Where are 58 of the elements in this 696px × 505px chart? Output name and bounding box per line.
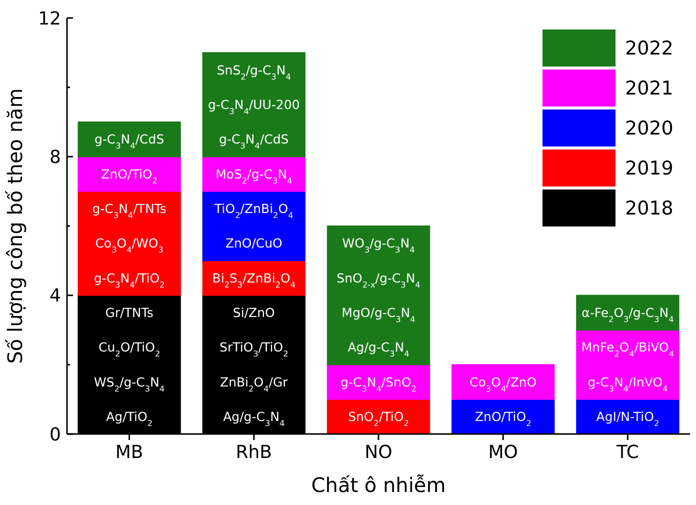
bar (326, 226, 430, 366)
bar (78, 156, 181, 192)
annotation: Bi$_{2}$S$_{3}$/ZnBi$_{2}$O$_{4}$ (212, 270, 296, 290)
annotation: AgI/N-TiO$_{2}$ (596, 409, 660, 428)
bar (326, 364, 430, 400)
annotation: g-C$_{3}$N$_{4}$/SnO$_{2}$ (340, 374, 416, 394)
x-tick-label: MB (115, 442, 144, 463)
annotation: SnO$_{2-x}$/g-C$_{3}$N$_{4}$ (336, 270, 420, 290)
x-tick-label: MO (488, 442, 518, 463)
annotation: g-C$_{3}$N$_{4}$/TNTs (92, 201, 166, 220)
annotation: ZnO/TiO$_{2}$ (101, 166, 158, 186)
annotation: α-Fe$_{2}$O$_{3}$/g-C$_{3}$N$_{4}$ (582, 305, 674, 324)
annotation: ZnO/TiO$_{2}$ (474, 409, 532, 428)
annotation: Ag/g-C$_{3}$N$_{4}$ (348, 340, 410, 359)
x-tick-label: TC (615, 442, 639, 463)
annotation: SnS$_{2}$/g-C$_{3}$N$_{4}$ (216, 62, 291, 82)
annotation: g-C$_{3}$N$_{4}$/InVO$_{4}$ (588, 374, 668, 394)
annotation: ZnBi$_{2}$O$_{4}$/Gr (220, 374, 289, 394)
x-axis-title: Chất ô nhiễm (311, 473, 446, 497)
annotation: g-C$_{3}$N$_{4}$/CdS (219, 132, 289, 151)
y-tick-label: 0 (50, 424, 61, 446)
annotation: MnFe$_{2}$O$_{4}$/BiVO$_{4}$ (581, 340, 674, 359)
annotation: Gr/TNTs (105, 305, 154, 320)
annotation: Ag/g-C$_{3}$N$_{4}$ (223, 409, 285, 428)
bar (202, 190, 306, 262)
bar (202, 52, 306, 158)
y-tick-label: 12 (38, 8, 61, 30)
annotation: SnO$_{2}$/TiO$_{2}$ (348, 409, 409, 428)
annotation: g-C$_{3}$N$_{4}$/UU-200 (208, 97, 300, 116)
annotation: Co$_{3}$O$_{4}$/ZnO (470, 374, 537, 394)
legend-label: 2022 (625, 38, 674, 60)
legend-label: 2021 (625, 78, 674, 100)
x-tick-label: NO (364, 442, 392, 463)
annotation: WS$_{2}$/g-C$_{3}$N$_{4}$ (94, 374, 165, 394)
x-tick-label: RhB (236, 442, 272, 463)
annotation: MgO/g-C$_{3}$N$_{4}$ (342, 305, 416, 324)
bar (576, 294, 680, 330)
legend-label: 2019 (625, 158, 674, 180)
bar (78, 190, 181, 296)
legend-label: 2020 (625, 118, 674, 140)
annotation: Cu$_{2}$O/TiO$_{2}$ (98, 340, 160, 359)
annotation: g-C$_{3}$N$_{4}$/TiO$_{2}$ (94, 270, 165, 290)
annotation: Ag/TiO$_{2}$ (106, 409, 153, 428)
y-tick-label: 4 (50, 286, 61, 307)
annotation: WO$_{3}$/g-C$_{3}$N$_{4}$ (342, 236, 415, 255)
annotation: MoS$_{2}$/g-C$_{3}$N$_{4}$ (216, 166, 292, 186)
y-axis-title: Số lượng công bố theo năm (3, 88, 27, 364)
bar (452, 364, 555, 400)
annotation: Si/ZnO (232, 305, 276, 320)
annotation: g-C$_{3}$N$_{4}$/CdS (94, 132, 164, 151)
annotation: TiO$_{2}$/ZnBi$_{2}$O$_{4}$ (214, 201, 294, 220)
y-tick-label: 8 (50, 146, 61, 168)
annotation: Co$_{3}$O$_{4}$/WO$_{3}$ (95, 236, 164, 255)
legend-label: 2018 (625, 198, 674, 220)
annotation: ZnO/CuO (225, 236, 283, 251)
bar (78, 122, 181, 158)
bar (576, 330, 680, 400)
annotation: SrTiO$_{3}$/TiO$_{2}$ (220, 340, 288, 359)
